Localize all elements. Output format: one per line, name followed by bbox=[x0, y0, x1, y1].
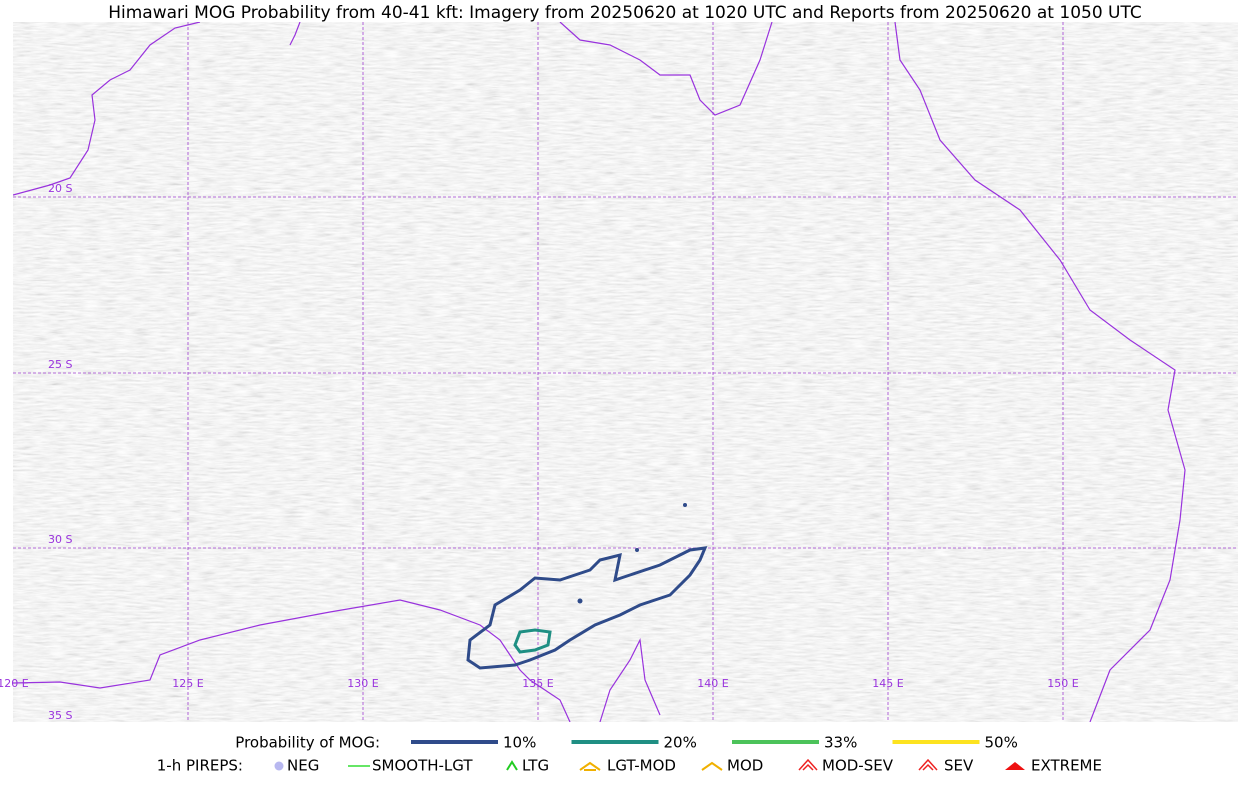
map bbox=[13, 22, 1238, 722]
pirep-icon bbox=[506, 760, 518, 771]
lon-label: 130 E bbox=[347, 677, 378, 690]
legend: Probability of MOG: 10% 20% 33% 50% 1-h PIREP… bbox=[157, 734, 1102, 775]
legend-label: Probability of MOG: bbox=[235, 734, 380, 752]
contour-dot bbox=[635, 548, 639, 552]
pirep-icon bbox=[1005, 762, 1025, 770]
coast-nw bbox=[13, 22, 201, 196]
legend-entry: NEG bbox=[287, 757, 319, 775]
legend-entry: MOD-SEV bbox=[822, 757, 894, 775]
coast-gulf-south bbox=[599, 637, 661, 722]
satellite-imagery bbox=[13, 22, 1238, 722]
lat-label: 25 S bbox=[48, 358, 72, 371]
legend-entry: EXTREME bbox=[1031, 757, 1102, 775]
graticule-labels: 20 S 25 S 30 S 35 S 120 E 125 E 130 E 135 E 140 … bbox=[0, 182, 1079, 722]
legend-entry: 50% bbox=[985, 734, 1018, 752]
graticule bbox=[13, 22, 1238, 722]
pirep-icon bbox=[798, 758, 818, 771]
contour-dot bbox=[683, 503, 687, 507]
pirep-icon bbox=[701, 761, 723, 771]
contour-dot bbox=[577, 598, 583, 604]
lon-label: 120 E bbox=[0, 677, 29, 690]
legend-label: 1-h PIREPS: bbox=[157, 757, 243, 775]
legend-entry: 10% bbox=[503, 734, 536, 752]
legend-entry: SMOOTH-LGT bbox=[372, 757, 473, 775]
coast-gulf bbox=[559, 22, 773, 116]
lon-label: 145 E bbox=[872, 677, 903, 690]
contour-20 bbox=[513, 628, 552, 654]
lon-label: 125 E bbox=[172, 677, 203, 690]
coast-south bbox=[13, 599, 571, 722]
coastline bbox=[13, 22, 1186, 722]
lon-label: 140 E bbox=[697, 677, 728, 690]
legend-entry: LGT-MOD bbox=[607, 757, 676, 775]
lon-label: 150 E bbox=[1047, 677, 1078, 690]
title: Himawari MOG Probability from 40-41 kft:… bbox=[108, 3, 1142, 23]
lat-label: 35 S bbox=[48, 709, 72, 722]
lon-label: 135 E bbox=[522, 677, 553, 690]
legend-entry: MOD bbox=[727, 757, 763, 775]
pirep-icon bbox=[579, 761, 601, 771]
coast-n bbox=[289, 22, 301, 46]
legend-entry: 20% bbox=[664, 734, 697, 752]
lat-label: 20 S bbox=[48, 182, 72, 195]
legend-entry: 33% bbox=[824, 734, 857, 752]
lat-label: 30 S bbox=[48, 533, 72, 546]
contour-10 bbox=[466, 546, 708, 670]
pirep-icon bbox=[274, 761, 284, 771]
legend-entry: LTG bbox=[522, 757, 549, 775]
coast-east bbox=[894, 22, 1186, 722]
pirep-icon bbox=[918, 758, 938, 771]
legend-entry: SEV bbox=[944, 757, 974, 775]
